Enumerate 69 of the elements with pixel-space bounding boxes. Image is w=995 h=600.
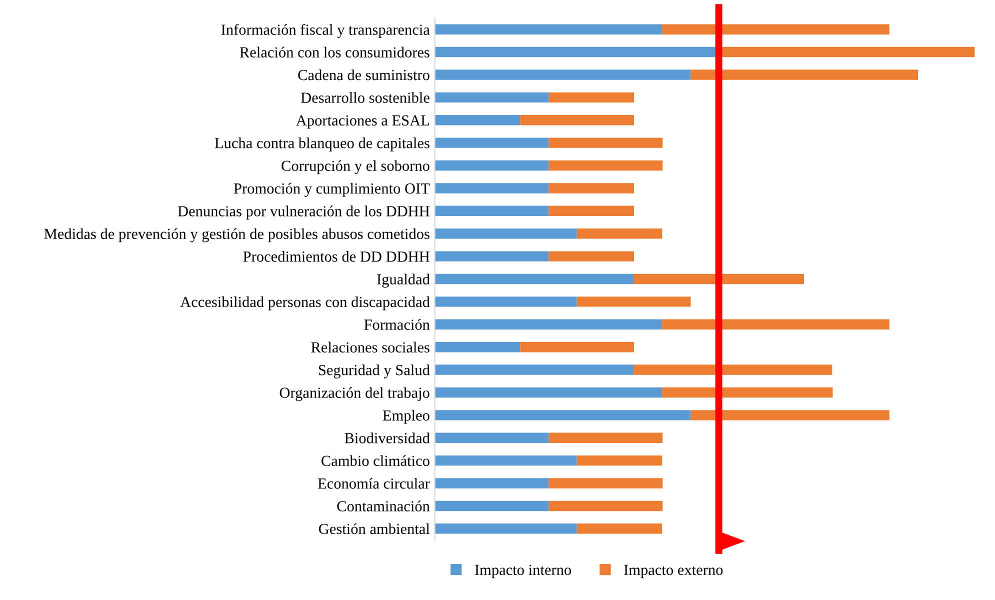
bar <box>434 206 549 216</box>
bar <box>434 500 549 512</box>
y-tick-label: Formación <box>364 319 430 330</box>
bar <box>434 478 549 488</box>
y-tick-label: Procedimientos de DD DDHH <box>243 251 430 262</box>
y-tick-label: Relaciones sociales <box>311 342 430 353</box>
bar <box>576 296 691 307</box>
y-tick-label: Organización del trabajo <box>280 387 430 402</box>
bar <box>576 524 662 534</box>
bar <box>434 274 634 284</box>
y-tick-label: Seguridad y Salud <box>318 364 430 378</box>
bar <box>434 138 549 148</box>
bar <box>576 455 662 466</box>
bar <box>434 92 549 103</box>
bar <box>434 387 662 398</box>
y-tick-label: Cambio climático <box>322 455 430 466</box>
y-tick-label: Desarrollo sostenible <box>300 92 430 103</box>
bar <box>690 70 918 80</box>
y-tick-label: Denuncias por vulneración de los DDHH <box>178 206 430 220</box>
bar <box>520 342 634 352</box>
bar <box>548 432 663 443</box>
bar <box>434 342 520 352</box>
bar <box>662 24 890 34</box>
bar <box>434 183 549 194</box>
y-tick-label: Igualdad <box>377 274 430 288</box>
bar <box>633 364 832 375</box>
bar <box>520 115 634 126</box>
y-tick-label: Medidas de prevención y gestión de posibles abusos cometidos <box>44 228 430 242</box>
bar <box>434 524 577 534</box>
y-tick-label: Accesibilidad personas con discapacidad <box>180 296 430 310</box>
bar <box>548 478 663 488</box>
bar <box>434 432 549 443</box>
y-tick-label: Contaminación <box>337 500 430 512</box>
bar <box>662 387 833 398</box>
bar <box>434 251 549 262</box>
y-tick-label: Promoción y cumplimiento OIT <box>234 182 430 197</box>
bar <box>434 160 549 171</box>
bar <box>434 455 577 466</box>
y-tick-label: Gestión ambiental <box>318 523 430 534</box>
legend-label: Impacto interno <box>475 564 572 578</box>
y-tick-label: Información fiscal y transparencia <box>221 24 430 38</box>
bar <box>434 228 577 239</box>
y-tick-label: Aportaciones a ESAL <box>296 115 430 129</box>
bar <box>662 319 890 330</box>
y-tick-label: Empleo <box>382 410 430 424</box>
bar <box>576 228 662 239</box>
y-tick-label: Corrupción y el soborno <box>282 160 430 174</box>
bar <box>548 92 634 103</box>
bar <box>434 24 662 34</box>
bar <box>548 206 634 216</box>
y-tick-label: Relación con los consumidores <box>240 46 430 58</box>
bar <box>434 364 634 375</box>
y-tick-label: Biodiversidad <box>344 432 430 444</box>
bar <box>434 319 662 330</box>
bar <box>434 115 520 126</box>
y-tick-label: Lucha contra blanqueo de capitales <box>214 138 430 152</box>
bar <box>434 70 691 80</box>
bar <box>548 183 634 194</box>
bar <box>548 500 663 512</box>
bar <box>548 138 663 148</box>
bar <box>548 251 634 262</box>
y-tick-label: Cadena de suministro <box>298 69 430 80</box>
legend-label: Impacto externo <box>624 564 723 578</box>
bar <box>633 274 804 284</box>
bar <box>434 296 577 307</box>
bar <box>548 160 663 171</box>
bar <box>690 410 890 420</box>
y-tick-label: Economía circular <box>318 478 430 489</box>
bar <box>434 410 691 420</box>
